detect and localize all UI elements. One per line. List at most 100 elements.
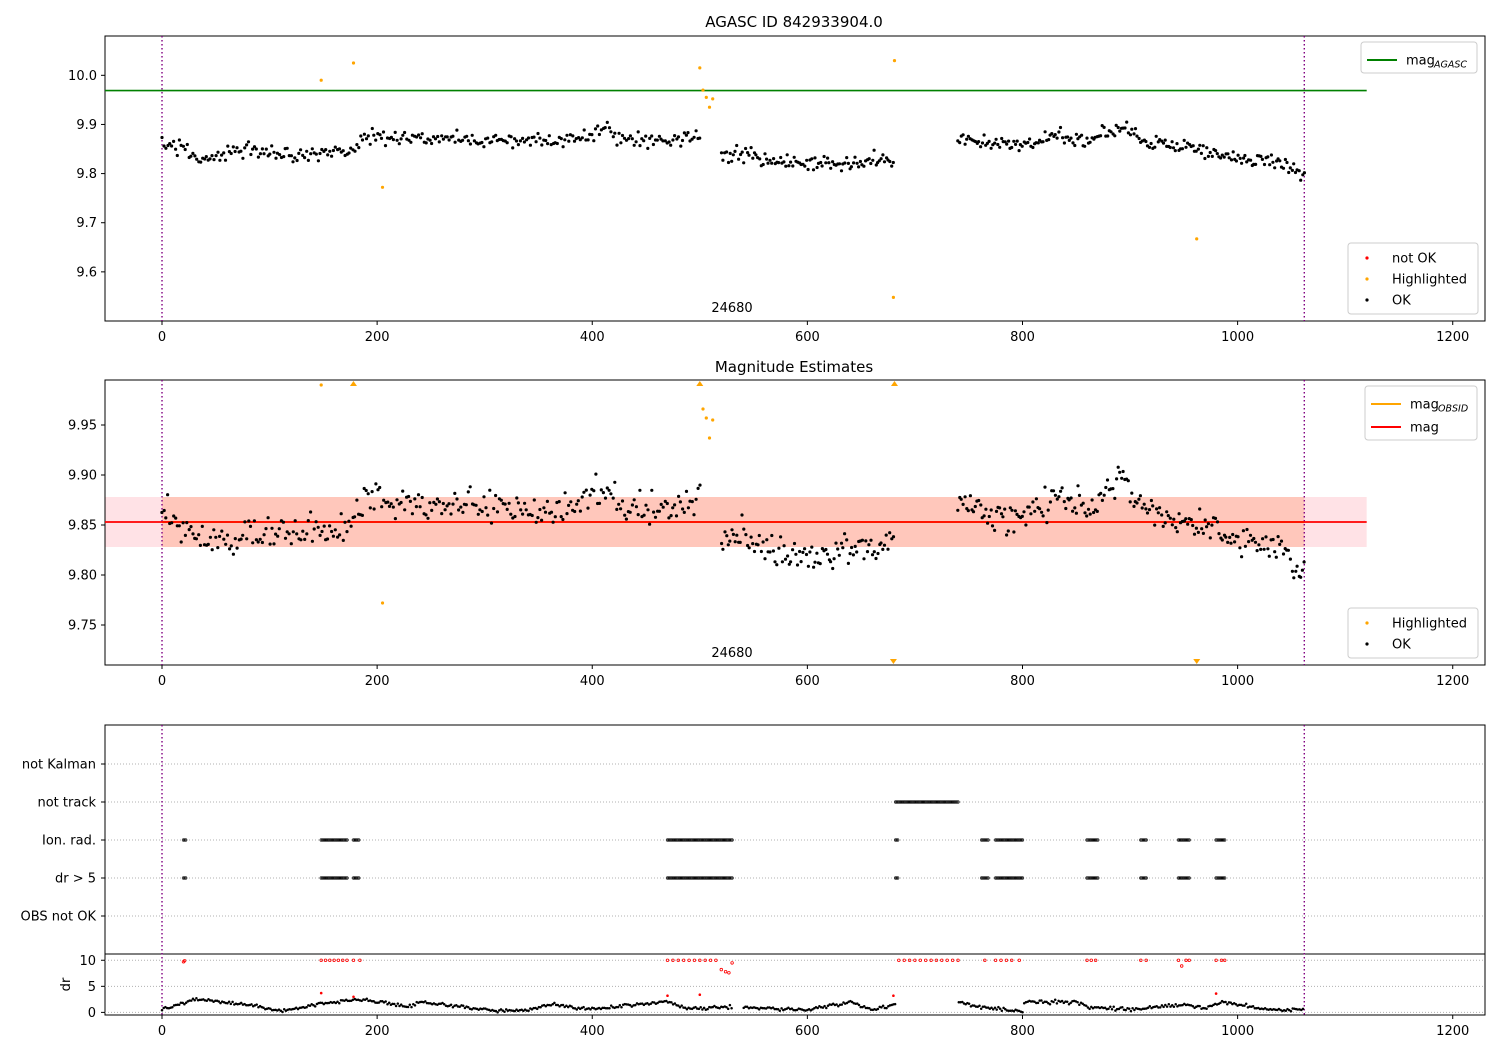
flag-point — [339, 838, 343, 842]
ok-point — [204, 155, 208, 159]
dr-ok-point — [1062, 1001, 1066, 1005]
ok-point — [1116, 125, 1120, 130]
ok-point — [818, 562, 822, 566]
ok-point — [424, 513, 428, 517]
legend-label-subscript: AGASC — [1433, 60, 1467, 71]
ok-point — [869, 161, 873, 166]
ok-point — [345, 530, 349, 534]
ok-point — [644, 134, 648, 138]
ok-point — [258, 152, 262, 156]
flag-point — [325, 876, 329, 880]
dr-flagged-point — [345, 958, 349, 962]
ok-point — [341, 149, 345, 153]
ok-point — [443, 508, 447, 512]
flag-point — [1143, 838, 1147, 842]
ok-point — [366, 492, 370, 496]
dr-ok-point — [184, 1001, 188, 1004]
ok-point — [318, 151, 322, 156]
flag-point — [939, 800, 943, 804]
ok-point — [768, 550, 772, 554]
ok-point — [330, 154, 334, 158]
x-tick-label: 400 — [580, 674, 605, 689]
ok-point — [998, 145, 1002, 149]
flag-point — [716, 876, 720, 880]
dr-ok-point — [697, 1007, 701, 1011]
ok-point — [721, 547, 725, 551]
ok-point — [855, 550, 859, 554]
flag-point — [1139, 876, 1143, 880]
flag-point — [678, 876, 683, 880]
flag-point — [896, 838, 900, 842]
flag-point — [927, 800, 931, 804]
ok-point — [787, 562, 791, 566]
flag-point — [674, 838, 678, 842]
flag-point — [720, 876, 725, 880]
flag-point — [696, 838, 700, 842]
ok-point — [301, 529, 305, 533]
ok-point — [440, 511, 444, 516]
x-tick-label: 400 — [580, 330, 605, 345]
flag-point — [1217, 876, 1221, 880]
dr-ok-point — [308, 1004, 312, 1007]
ok-point — [320, 529, 324, 534]
ok-point — [966, 509, 970, 513]
dr-ok-point — [985, 1006, 988, 1009]
ok-point — [1118, 129, 1122, 133]
dr-ok-point — [979, 1007, 983, 1010]
flag-point — [942, 800, 946, 804]
off-scale-up-marker — [696, 381, 704, 386]
flag-point — [184, 838, 188, 842]
ok-point — [364, 488, 368, 493]
ok-point — [961, 502, 965, 506]
ok-point — [820, 164, 824, 168]
flag-point — [999, 876, 1003, 880]
ok-point — [1243, 153, 1247, 158]
dr-ok-point — [1060, 999, 1064, 1003]
ok-point — [613, 480, 617, 484]
ok-point — [1073, 506, 1077, 510]
ok-point — [694, 129, 698, 133]
ok-point — [1149, 498, 1153, 503]
highlighted-point — [704, 416, 708, 420]
ok-point — [836, 547, 840, 551]
ok-point — [495, 510, 500, 514]
dr-ok-point — [1229, 1001, 1232, 1004]
ok-point — [1177, 512, 1181, 516]
flag-point — [1186, 876, 1190, 880]
x-tick-label: 200 — [365, 330, 390, 345]
ok-point — [690, 137, 694, 141]
ok-point — [331, 534, 335, 538]
dr-ok-point — [1263, 1006, 1267, 1010]
ok-point — [1003, 507, 1007, 511]
ok-point — [987, 514, 991, 519]
flag-point — [1223, 838, 1227, 842]
dr-ok-point — [281, 1010, 284, 1014]
dr-ok-point — [825, 1006, 828, 1010]
flag-point — [688, 876, 692, 880]
ok-point — [1007, 139, 1011, 143]
ok-point — [1174, 526, 1178, 530]
ok-point — [203, 157, 207, 161]
ok-point — [1226, 152, 1230, 156]
ok-point — [989, 508, 993, 512]
ok-point — [761, 540, 765, 544]
dr-flagged-point — [714, 958, 718, 962]
dr-ok-point — [1121, 1006, 1124, 1009]
flag-point — [351, 876, 356, 880]
ok-point — [1020, 514, 1024, 519]
flag-point — [982, 876, 986, 880]
flag-point — [946, 800, 950, 804]
ok-point — [223, 158, 228, 162]
ok-point — [289, 154, 293, 158]
ok-point — [1043, 485, 1047, 489]
ok-point — [1198, 507, 1202, 511]
ok-point — [549, 510, 554, 514]
ok-point — [865, 550, 870, 554]
dr-ok-point — [868, 1007, 871, 1010]
ok-point — [222, 151, 226, 155]
ok-point — [783, 557, 788, 561]
dr-ok-point — [449, 1003, 453, 1006]
dr-ok-point — [608, 1007, 611, 1010]
x-tick-label: 600 — [795, 1024, 820, 1039]
ok-point — [573, 509, 577, 514]
